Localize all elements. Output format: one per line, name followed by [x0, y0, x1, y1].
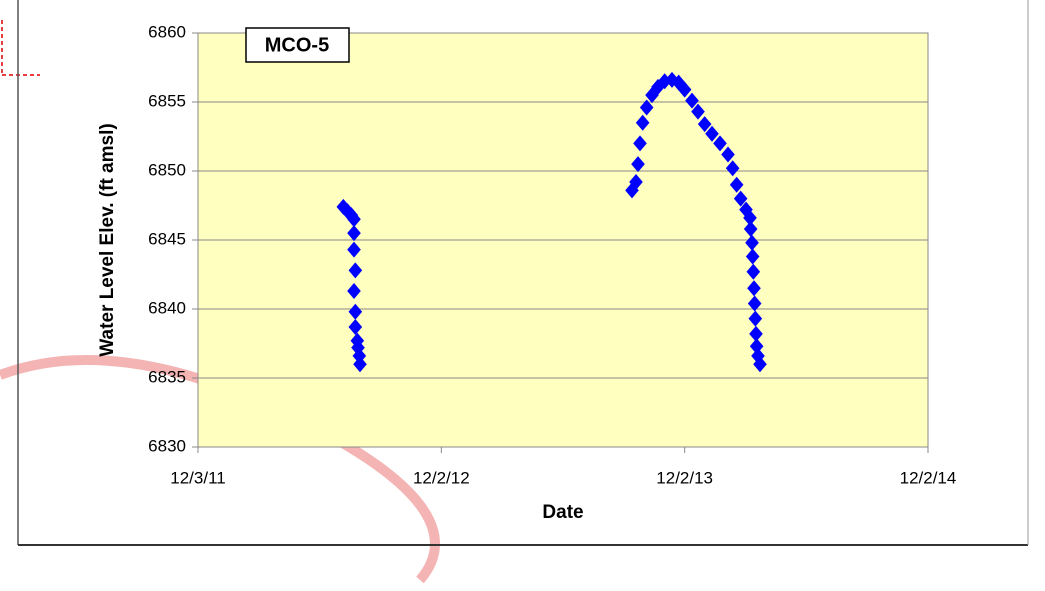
point: [348, 303, 363, 320]
point: [677, 81, 692, 98]
annotation-box: [245, 27, 350, 63]
point: [739, 201, 753, 218]
point: [743, 209, 757, 226]
point: [348, 262, 363, 279]
point: [347, 211, 361, 228]
point: [749, 338, 764, 355]
point: [347, 241, 361, 258]
point: [625, 182, 639, 199]
y-tick-label: 6845: [148, 229, 186, 248]
point: [347, 283, 361, 300]
point: [353, 356, 367, 373]
point: [733, 190, 748, 207]
point: [745, 234, 759, 251]
point: [348, 318, 363, 335]
point: [721, 146, 735, 163]
x-tick-label: 12/2/12: [413, 468, 470, 487]
point: [747, 295, 762, 312]
decoration: [1, 20, 40, 76]
point: [645, 87, 659, 104]
y-tick-label: 6840: [148, 298, 186, 317]
point: [753, 356, 767, 373]
y-tick-label: 6850: [148, 160, 186, 179]
point: [665, 71, 679, 88]
point: [639, 99, 654, 116]
point: [713, 135, 727, 152]
x-tick-label: 12/3/11: [170, 468, 225, 487]
y-axis-title: Water Level Elev. (ft amsl): [97, 123, 118, 356]
y-tick-label: 6835: [148, 367, 186, 386]
point: [629, 174, 643, 191]
point: [745, 248, 760, 265]
point: [685, 92, 699, 109]
point: [751, 347, 765, 364]
x-tick-label: 12/2/14: [900, 468, 957, 487]
x-axis-title: Date: [542, 502, 583, 523]
point: [635, 114, 650, 131]
point: [725, 160, 740, 177]
point: [749, 325, 763, 342]
y-tick-label: 6830: [148, 436, 186, 455]
annotation: MCO-5: [265, 34, 329, 56]
point: [347, 225, 361, 242]
point: [691, 103, 705, 120]
point: [747, 280, 761, 297]
y-tick-label: 6855: [148, 91, 186, 110]
point: [705, 125, 719, 142]
point: [631, 156, 645, 173]
point: [748, 310, 763, 327]
point: [746, 263, 761, 280]
point: [697, 116, 712, 133]
point: [729, 176, 744, 193]
x-tick-label: 12/2/13: [656, 468, 713, 487]
point: [651, 78, 665, 95]
point: [633, 135, 647, 152]
y-tick-label: 6860: [148, 22, 186, 41]
point: [743, 220, 758, 237]
